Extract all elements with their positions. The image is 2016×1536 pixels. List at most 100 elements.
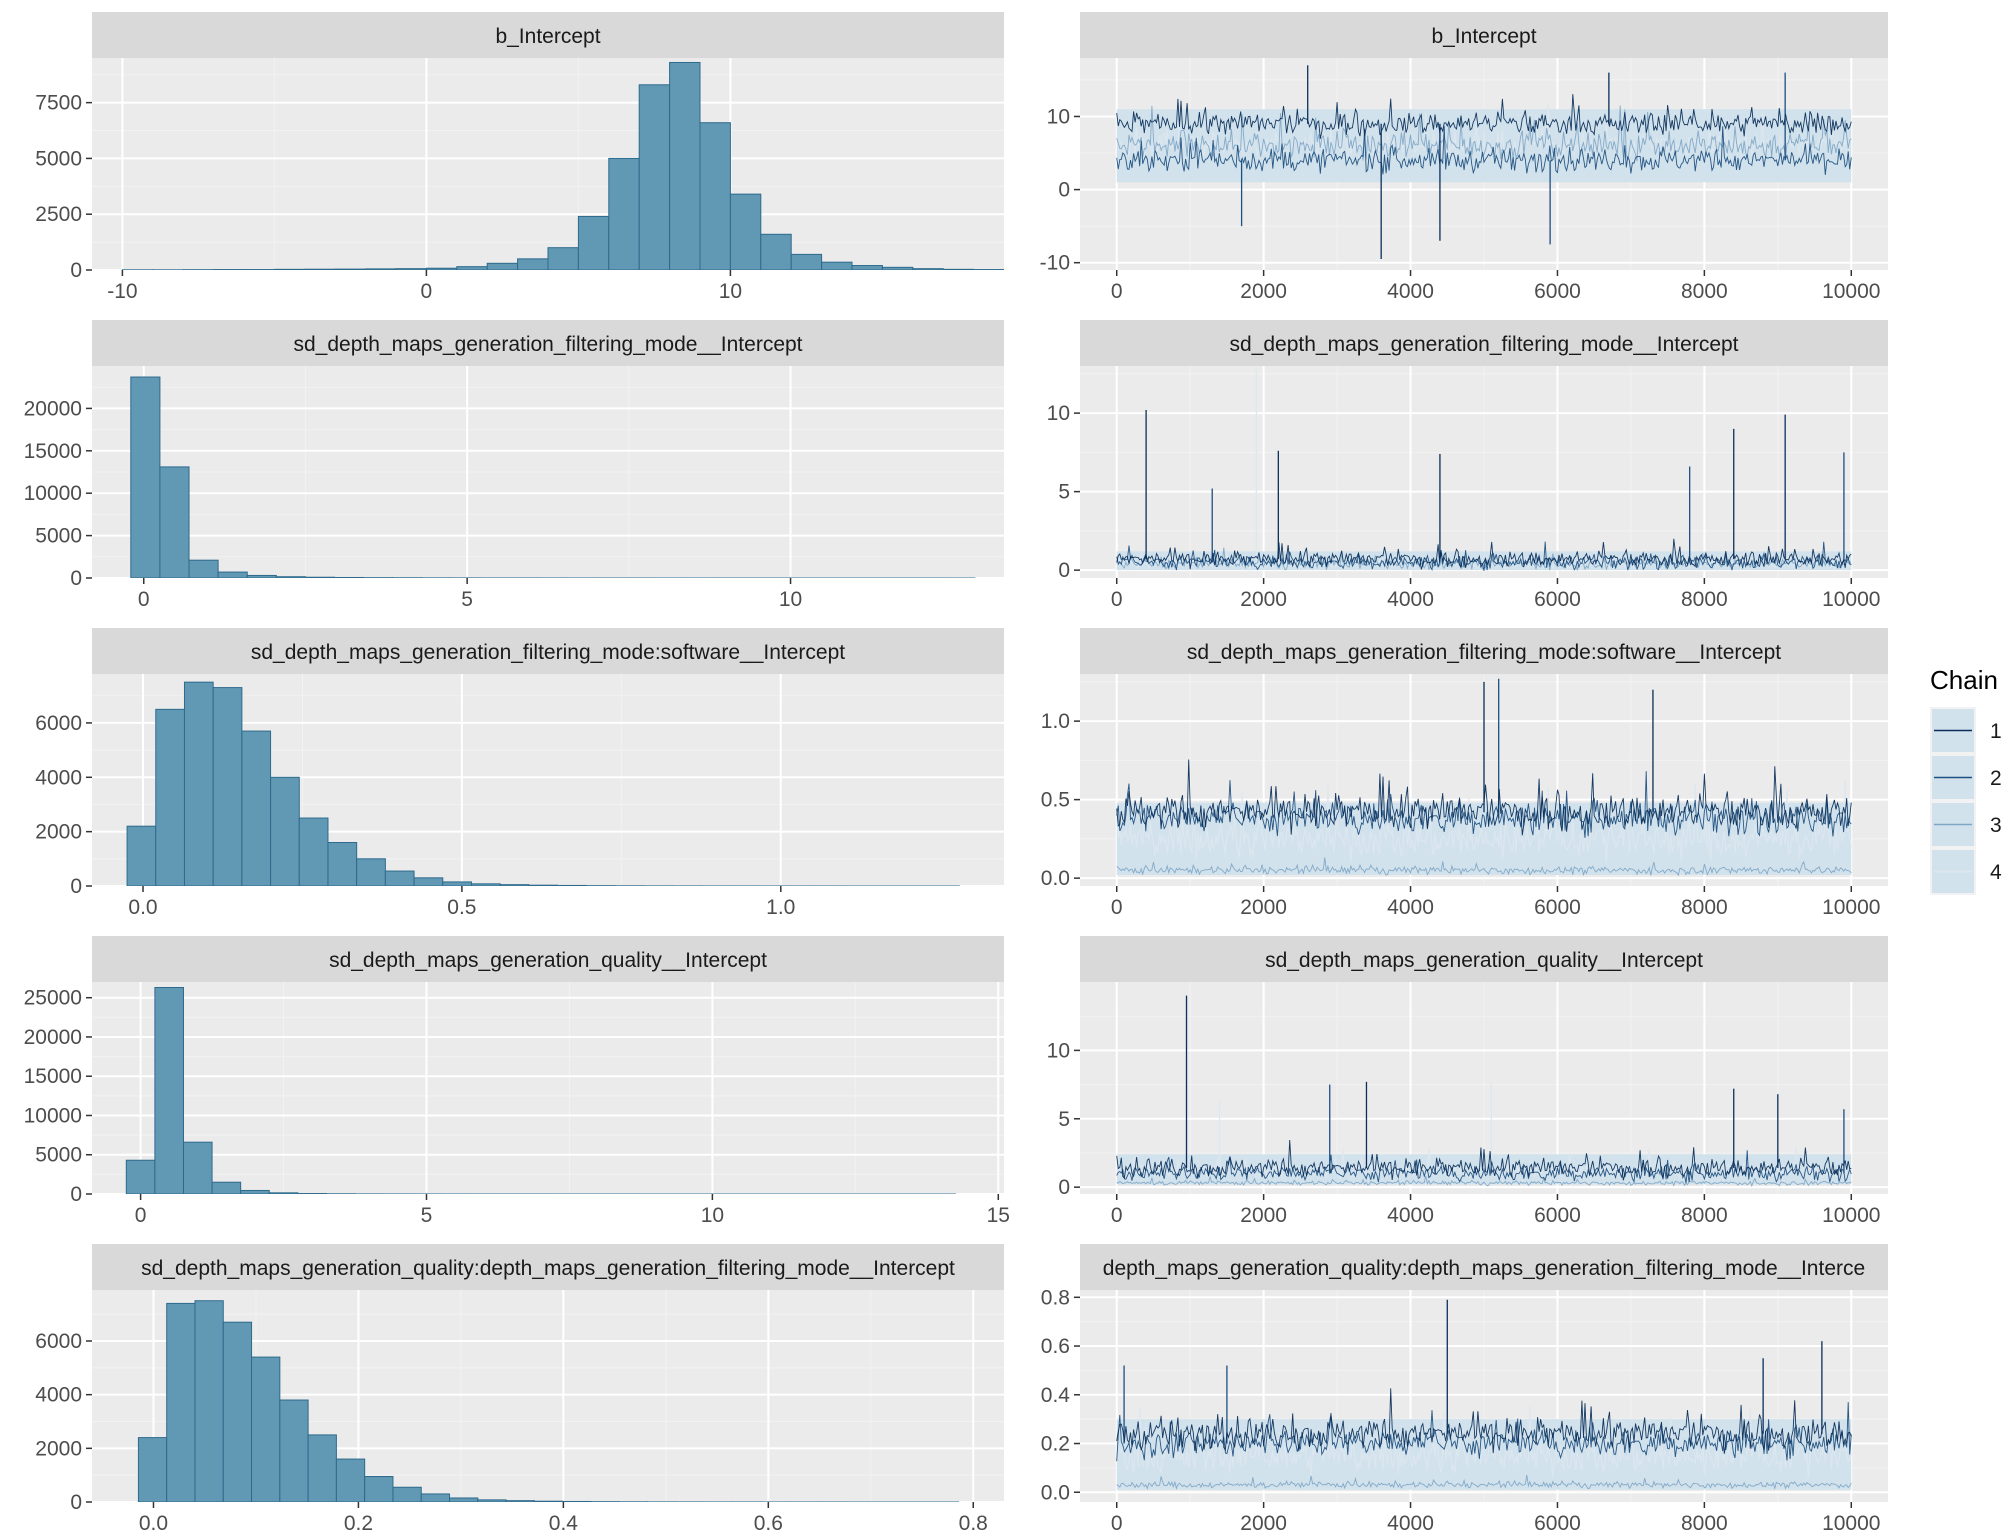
facet-strip: [92, 320, 1004, 366]
histogram-bar: [126, 825, 157, 886]
histogram-bar: [912, 268, 944, 270]
facet-strip: [92, 936, 1004, 982]
histogram-bar: [926, 1193, 956, 1194]
histogram-bar: [440, 1193, 470, 1194]
x-tick-label: 0: [421, 280, 433, 303]
legend-label: 3: [1990, 814, 2002, 837]
histogram-bar: [528, 884, 559, 886]
histogram-bar: [754, 1193, 785, 1194]
data-marks: [1116, 369, 1852, 572]
y-tick-label: 10: [1047, 105, 1070, 128]
y-tick-label: 0: [70, 1183, 82, 1206]
y-tick-label: 0.5: [1041, 789, 1070, 812]
histogram-bar: [851, 265, 883, 270]
facet-strip: [1080, 12, 1888, 58]
y-tick-label: 0: [1058, 179, 1070, 202]
histogram-bar: [783, 1193, 813, 1194]
trace-line-chain-1: [1116, 1388, 1852, 1454]
x-tick-label: 10000: [1822, 280, 1880, 303]
histogram-bar: [479, 577, 510, 578]
histogram-bar: [566, 577, 598, 578]
facet-strip: [1080, 320, 1888, 366]
y-tick-label: 0.2: [1041, 1433, 1070, 1456]
histogram-bar: [383, 1193, 413, 1194]
x-tick-label: 10: [719, 280, 742, 303]
histogram-bar: [456, 266, 488, 270]
x-tick-label: 2000: [1240, 1512, 1287, 1535]
histogram-bar: [897, 1193, 928, 1194]
histogram-bar: [137, 1437, 168, 1502]
histogram-bar: [395, 268, 427, 270]
gridlines: [92, 58, 1004, 270]
histogram-bar: [916, 577, 947, 578]
data-marks: [137, 1300, 960, 1502]
histogram-bar: [240, 1189, 270, 1194]
y-tick-label: 0.0: [1041, 867, 1070, 890]
histogram-bar: [942, 268, 975, 270]
facet-title: sd_depth_maps_generation_quality:depth_m…: [141, 1257, 955, 1280]
y-tick-label: 20000: [24, 1026, 82, 1049]
y-tick-label: 7500: [35, 92, 82, 115]
histogram-bar: [699, 122, 731, 270]
histogram-bar: [364, 1476, 394, 1502]
facet-title: sd_depth_maps_generation_filtering_mode:…: [251, 641, 845, 664]
histogram-bar: [297, 1193, 327, 1194]
histogram-bar: [786, 885, 817, 886]
x-tick-label: 8000: [1681, 1512, 1728, 1535]
histogram-bar: [450, 577, 481, 578]
facet-title: b_Intercept: [1431, 25, 1536, 48]
histogram-bar: [182, 1141, 213, 1194]
histogram-bar: [557, 884, 587, 886]
histogram-bar: [442, 881, 472, 886]
histogram-bar: [363, 577, 394, 578]
x-tick-label: 4000: [1387, 896, 1434, 919]
histogram-bar: [356, 858, 386, 886]
y-tick-label: 6000: [35, 1330, 82, 1353]
histogram-bar: [788, 1501, 818, 1502]
y-tick-label: -10: [1040, 252, 1070, 275]
histogram-bar: [273, 268, 306, 270]
x-tick-label: 10000: [1822, 1204, 1880, 1227]
histogram-bar: [828, 577, 859, 578]
legend-label: 4: [1990, 861, 2002, 884]
histogram-bar: [887, 577, 918, 578]
histogram-bar: [857, 577, 889, 578]
x-tick-label: 0.4: [549, 1512, 579, 1535]
panel-3-histogram: sd_depth_maps_generation_filtering_mode:…: [35, 628, 1004, 919]
histogram-bar: [669, 61, 701, 270]
trace-line-chain-4: [1116, 1405, 1852, 1478]
histogram-bar: [844, 885, 874, 886]
x-tick-label: 6000: [1534, 280, 1581, 303]
facet-title: sd_depth_maps_generation_filtering_mode_…: [1229, 333, 1738, 356]
histogram-bar: [945, 577, 976, 578]
facet-strip: [92, 628, 1004, 674]
histogram-bar: [700, 885, 731, 886]
histogram-bar: [246, 574, 277, 578]
histogram-bar: [671, 885, 702, 886]
histogram-bar: [421, 577, 452, 578]
panel-4-histogram: sd_depth_maps_generation_quality__Interc…: [24, 936, 1010, 1227]
y-tick-label: 0: [70, 259, 82, 282]
trace-line-chain-2: [1116, 125, 1852, 175]
histogram-bar: [816, 1501, 846, 1502]
x-tick-label: 6000: [1534, 1512, 1581, 1535]
histogram-bar: [211, 1181, 242, 1194]
histogram-bar: [183, 681, 214, 886]
trace-line-chain-4: [1116, 103, 1852, 167]
histogram-bar: [583, 1193, 613, 1194]
histogram-bar: [554, 1193, 585, 1194]
panel-background: [92, 982, 1004, 1194]
histogram-bar: [654, 577, 685, 578]
histogram-bar: [325, 1193, 356, 1194]
trace-line-chain-1: [1116, 1139, 1852, 1181]
x-tick-label: 2000: [1240, 896, 1287, 919]
y-tick-label: 10000: [24, 1104, 82, 1127]
histogram-bar: [697, 1193, 728, 1194]
x-tick-label: 5: [421, 1204, 433, 1227]
histogram-bar: [130, 376, 161, 578]
y-tick-label: 2500: [35, 203, 82, 226]
panel-1-trace: b_Intercept 0 2000 4000 6000 8000 10000 -10 0 10: [1040, 12, 1888, 303]
histogram-bar: [729, 885, 759, 886]
histogram-bar: [152, 269, 184, 270]
histogram-bar: [869, 1193, 899, 1194]
